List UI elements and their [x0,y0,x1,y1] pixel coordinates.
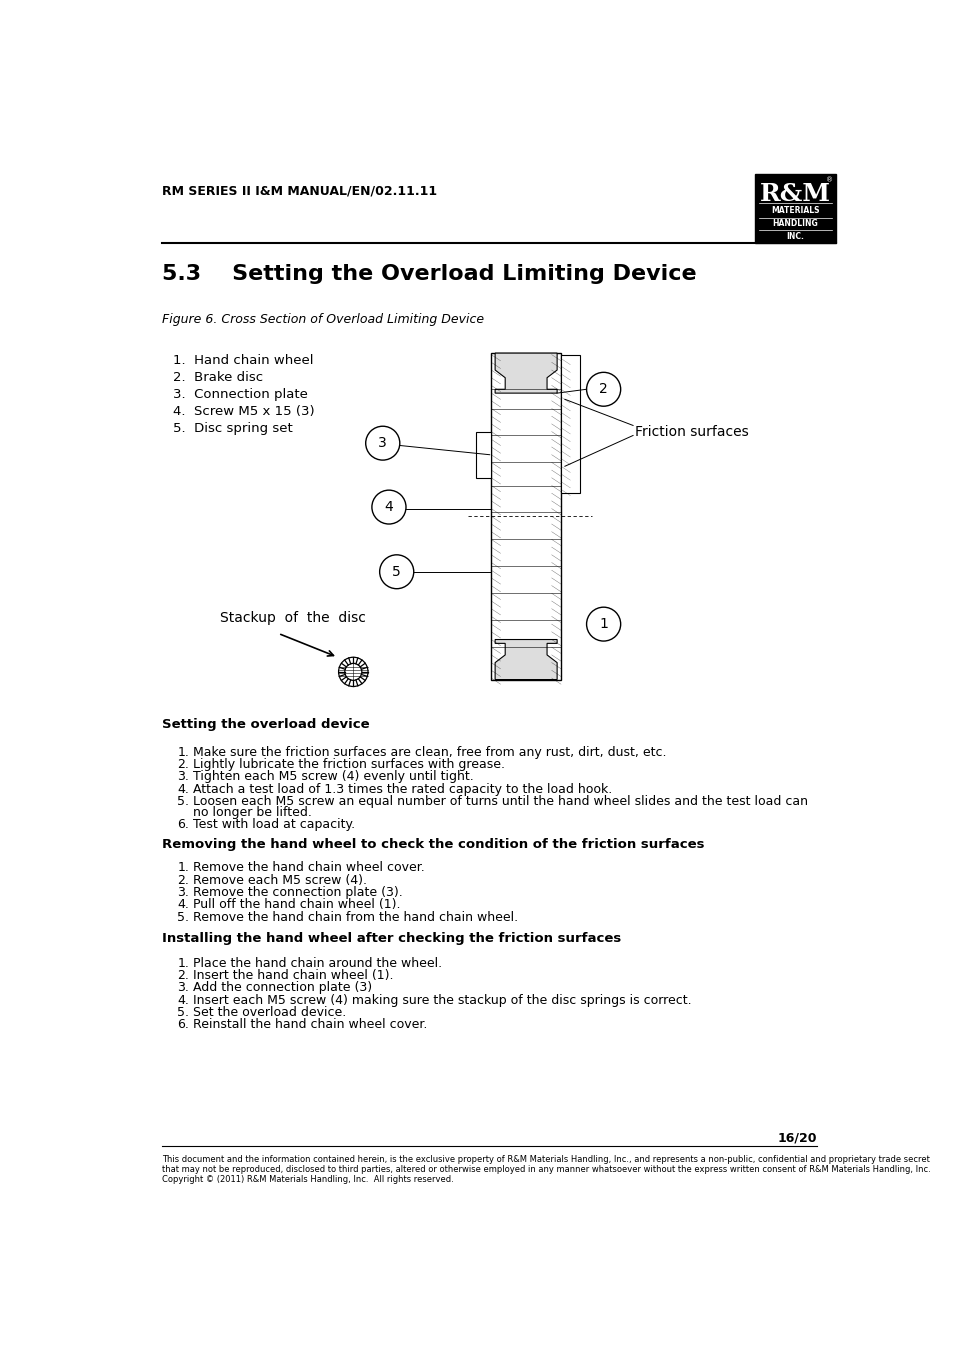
Text: Stackup  of  the  disc: Stackup of the disc [220,611,366,626]
Text: 6.: 6. [177,819,189,831]
Text: Friction surfaces: Friction surfaces [634,424,747,439]
Text: Installing the hand wheel after checking the friction surfaces: Installing the hand wheel after checking… [162,932,620,944]
Text: 5.3    Setting the Overload Limiting Device: 5.3 Setting the Overload Limiting Device [162,263,696,284]
Text: Make sure the friction surfaces are clean, free from any rust, dirt, dust, etc.: Make sure the friction surfaces are clea… [193,746,666,759]
Text: 3.  Connection plate: 3. Connection plate [173,388,308,401]
Text: 3.: 3. [177,886,189,898]
Text: Reinstall the hand chain wheel cover.: Reinstall the hand chain wheel cover. [193,1019,427,1031]
Text: 3.: 3. [177,981,189,994]
Text: 3.: 3. [177,770,189,784]
Text: Remove the connection plate (3).: Remove the connection plate (3). [193,886,402,898]
Text: Figure 6. Cross Section of Overload Limiting Device: Figure 6. Cross Section of Overload Limi… [162,313,483,327]
Text: 1.: 1. [177,746,189,759]
Text: RM SERIES II I&M MANUAL/EN/02.11.11: RM SERIES II I&M MANUAL/EN/02.11.11 [162,185,436,197]
Bar [476,431,491,478]
Text: 2.  Brake disc: 2. Brake disc [173,372,263,384]
Text: Set the overload device.: Set the overload device. [193,1006,346,1019]
Text: that may not be reproduced, disclosed to third parties, altered or otherwise emp: that may not be reproduced, disclosed to… [162,1166,929,1174]
Text: Copyright © (2011) R&M Materials Handling, Inc.  All rights reserved.: Copyright © (2011) R&M Materials Handlin… [162,1175,453,1185]
Text: 4.: 4. [177,898,189,911]
Text: Attach a test load of 1.3 times the rated capacity to the load hook.: Attach a test load of 1.3 times the rate… [193,782,612,796]
Text: HANDLING: HANDLING [772,219,818,228]
Text: Insert the hand chain wheel (1).: Insert the hand chain wheel (1). [193,969,393,982]
Text: INC.: INC. [785,232,803,242]
Text: 2.: 2. [177,758,189,771]
Text: 4: 4 [384,500,393,515]
Text: no longer be lifted.: no longer be lifted. [193,805,312,819]
Text: ®: ® [825,177,832,184]
Polygon shape [495,353,557,393]
Text: 5.  Disc spring set: 5. Disc spring set [173,422,293,435]
Text: 16/20: 16/20 [777,1132,816,1146]
Text: 1.  Hand chain wheel: 1. Hand chain wheel [173,354,314,367]
Text: 4.: 4. [177,994,189,1006]
Text: MATERIALS: MATERIALS [770,207,819,215]
Text: Removing the hand wheel to check the condition of the friction surfaces: Removing the hand wheel to check the con… [162,838,703,851]
Text: Setting the overload device: Setting the overload device [162,717,369,731]
Text: 2.: 2. [177,874,189,886]
Text: Tighten each M5 screw (4) evenly until tight.: Tighten each M5 screw (4) evenly until t… [193,770,473,784]
Polygon shape [495,639,557,680]
Text: 1.: 1. [177,957,189,970]
Bar [754,174,835,243]
Text: 4.  Screw M5 x 15 (3): 4. Screw M5 x 15 (3) [173,405,314,417]
Text: R&M: R&M [760,181,830,205]
Text: Add the connection plate (3): Add the connection plate (3) [193,981,372,994]
Text: 6.: 6. [177,1019,189,1031]
Text: 1.: 1. [177,862,189,874]
Text: Place the hand chain around the wheel.: Place the hand chain around the wheel. [193,957,441,970]
Text: 5.: 5. [177,911,190,924]
Text: Insert each M5 screw (4) making sure the stackup of the disc springs is correct.: Insert each M5 screw (4) making sure the… [193,994,691,1006]
Bar [491,353,560,680]
Bar [560,354,579,493]
Text: This document and the information contained herein, is the exclusive property of: This document and the information contai… [162,1155,929,1165]
Text: 2.: 2. [177,969,189,982]
Text: Remove the hand chain wheel cover.: Remove the hand chain wheel cover. [193,862,424,874]
Text: Test with load at capacity.: Test with load at capacity. [193,819,355,831]
Text: 5.: 5. [177,1006,190,1019]
Text: 2: 2 [598,382,607,396]
Text: 5.: 5. [177,794,190,808]
Text: 5: 5 [392,565,400,578]
Text: 1: 1 [598,617,607,631]
Text: Remove the hand chain from the hand chain wheel.: Remove the hand chain from the hand chai… [193,911,517,924]
Text: 3: 3 [378,436,387,450]
Text: Lightly lubricate the friction surfaces with grease.: Lightly lubricate the friction surfaces … [193,758,504,771]
Text: Pull off the hand chain wheel (1).: Pull off the hand chain wheel (1). [193,898,400,911]
Text: Remove each M5 screw (4).: Remove each M5 screw (4). [193,874,367,886]
Text: 4.: 4. [177,782,189,796]
Text: Loosen each M5 screw an equal number of turns until the hand wheel slides and th: Loosen each M5 screw an equal number of … [193,794,807,808]
